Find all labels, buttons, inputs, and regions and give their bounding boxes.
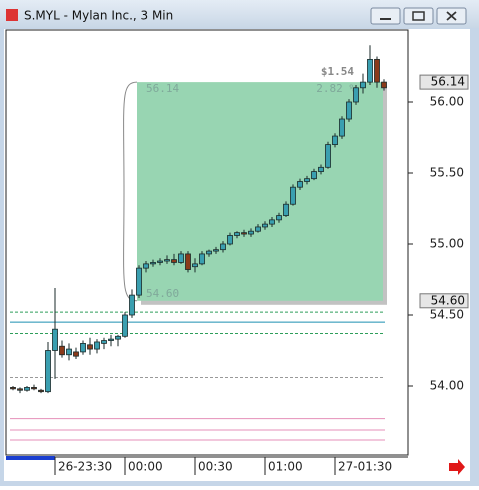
- y-tick-label: 55.50: [430, 165, 464, 179]
- x-tick-label: 00:00: [128, 460, 163, 474]
- close-icon: [446, 11, 457, 21]
- candle-body: [234, 232, 240, 236]
- candle-body: [52, 328, 58, 351]
- window-icon: [6, 9, 18, 21]
- candle-body: [192, 263, 198, 268]
- price-marker-label: 54.60: [431, 293, 465, 307]
- candle-body: [353, 87, 359, 103]
- candle-body: [290, 186, 296, 205]
- candle-body: [199, 253, 205, 265]
- candle-body: [115, 335, 121, 340]
- x-tick-label: 00:30: [198, 460, 233, 474]
- scroll-indicator: [6, 456, 55, 460]
- candle-body: [381, 81, 387, 89]
- candle-body: [262, 223, 268, 228]
- candle-body: [136, 267, 142, 296]
- candle-body: [346, 101, 352, 120]
- candle-body: [374, 58, 380, 83]
- y-tick-label: 55.00: [430, 236, 464, 250]
- measure-percent: 2.82 %: [316, 82, 356, 95]
- candle-body: [178, 253, 184, 263]
- y-tick-label: 54.50: [430, 307, 464, 321]
- candle-body: [122, 314, 128, 337]
- candle-body: [276, 215, 282, 221]
- candle-body: [283, 203, 289, 216]
- candle-body: [339, 118, 345, 137]
- candle-body: [101, 340, 107, 344]
- candle-body: [87, 344, 93, 350]
- candle-body: [73, 351, 79, 357]
- x-tick-label: 27-01:30: [338, 460, 392, 474]
- candle-body: [255, 226, 261, 232]
- measure-change: $1.54: [321, 65, 354, 78]
- candle-body: [38, 389, 44, 393]
- candle-body: [171, 259, 177, 263]
- candle-body: [66, 348, 72, 356]
- candle-body: [206, 250, 212, 255]
- price-marker-label: 56.14: [431, 75, 465, 89]
- candle-body: [269, 219, 275, 225]
- x-tick-label: 01:00: [268, 460, 303, 474]
- candle-body: [150, 262, 156, 265]
- candle-body: [45, 350, 51, 393]
- candle-body: [220, 243, 226, 251]
- minimize-button[interactable]: [370, 7, 401, 25]
- x-tick-label: 26-23:30: [58, 460, 112, 474]
- candle-body: [185, 253, 191, 270]
- price-marker: [419, 293, 469, 309]
- candle-body: [248, 230, 254, 235]
- candle-body: [94, 341, 100, 350]
- candle-body: [59, 345, 65, 356]
- candle-body: [164, 259, 170, 262]
- chart-layer: 54.00 54.50 55.00 55.50 56.00 56.14 54.60 $1.54…: [10, 45, 469, 475]
- candle-body: [360, 81, 366, 89]
- candle-body: [227, 235, 233, 245]
- window-title: S.MYL - Mylan Inc., 3 Min: [24, 9, 173, 23]
- candle-body: [213, 249, 219, 252]
- y-tick-label: 54.00: [430, 378, 464, 392]
- candle-body: [241, 232, 247, 235]
- candle-body: [17, 388, 23, 391]
- candle-body: [24, 387, 30, 391]
- candle-body: [325, 144, 331, 168]
- candle-body: [332, 135, 338, 145]
- maximize-icon: [412, 11, 425, 21]
- candle-body: [157, 260, 163, 263]
- y-tick-label: 56.00: [430, 94, 464, 108]
- maximize-button[interactable]: [403, 7, 434, 25]
- candle-body: [304, 178, 310, 182]
- candle-body: [31, 387, 37, 390]
- price-marker: [419, 74, 469, 90]
- measure-high-label: 56.14: [146, 82, 179, 95]
- scroll-arrow[interactable]: [449, 459, 465, 475]
- candle-body: [297, 181, 303, 188]
- candle-body: [108, 338, 114, 341]
- candle-body: [129, 294, 135, 316]
- measure-bracket: [123, 81, 138, 302]
- candle-body: [318, 166, 324, 172]
- candle-body: [367, 58, 373, 83]
- candle-body: [80, 342, 86, 353]
- candle-body: [10, 387, 16, 390]
- candle-body: [143, 263, 149, 269]
- candle-body: [311, 171, 317, 180]
- measure-low-label: 54.60: [146, 287, 179, 300]
